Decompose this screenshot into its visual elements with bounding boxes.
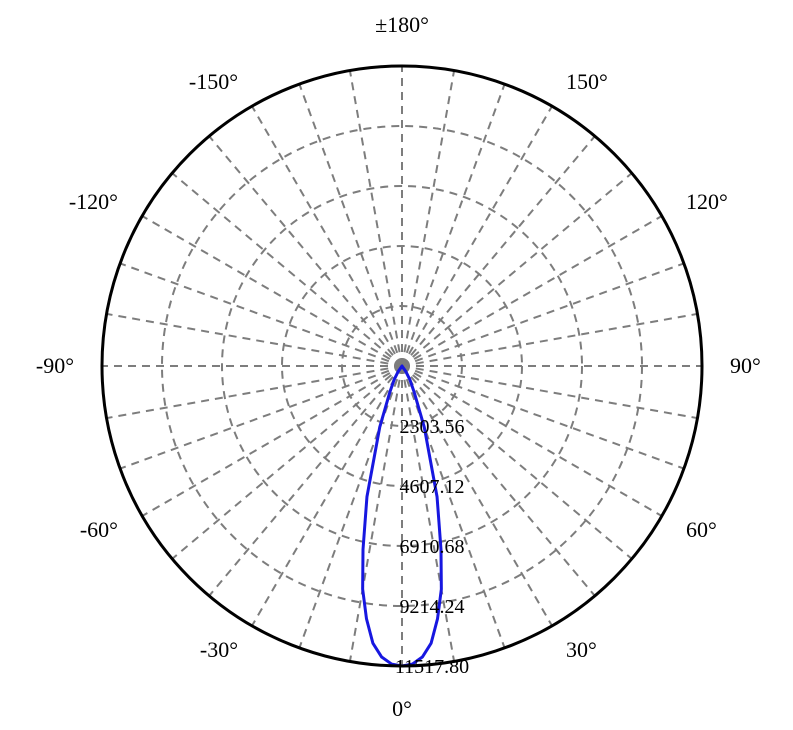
angle-label: -30° — [200, 637, 238, 662]
radial-axis-label: 6910.68 — [400, 536, 465, 558]
radial-axis-label: 9214.24 — [400, 596, 465, 618]
polar-chart-container: 2303.56 4607.12 6910.68 9214.24 11517.80 0° 30… — [0, 0, 793, 730]
angle-label: 0° — [392, 696, 412, 721]
polar-chart-svg: 2303.56 4607.12 6910.68 9214.24 11517.80 0° 30… — [0, 0, 793, 730]
angle-label: 150° — [566, 69, 608, 94]
radial-axis-label: 11517.80 — [395, 656, 469, 678]
angle-label: 90° — [730, 353, 761, 378]
angle-label: -60° — [80, 517, 118, 542]
angle-label: ±180° — [375, 12, 429, 37]
angle-label: -90° — [36, 353, 74, 378]
angle-label: 30° — [566, 637, 597, 662]
radial-axis-label: 2303.56 — [400, 416, 465, 438]
angle-label: -120° — [69, 189, 118, 214]
angle-label: -150° — [189, 69, 238, 94]
angle-label: 120° — [686, 189, 728, 214]
angle-label: 60° — [686, 517, 717, 542]
radial-axis-label: 4607.12 — [400, 476, 465, 498]
